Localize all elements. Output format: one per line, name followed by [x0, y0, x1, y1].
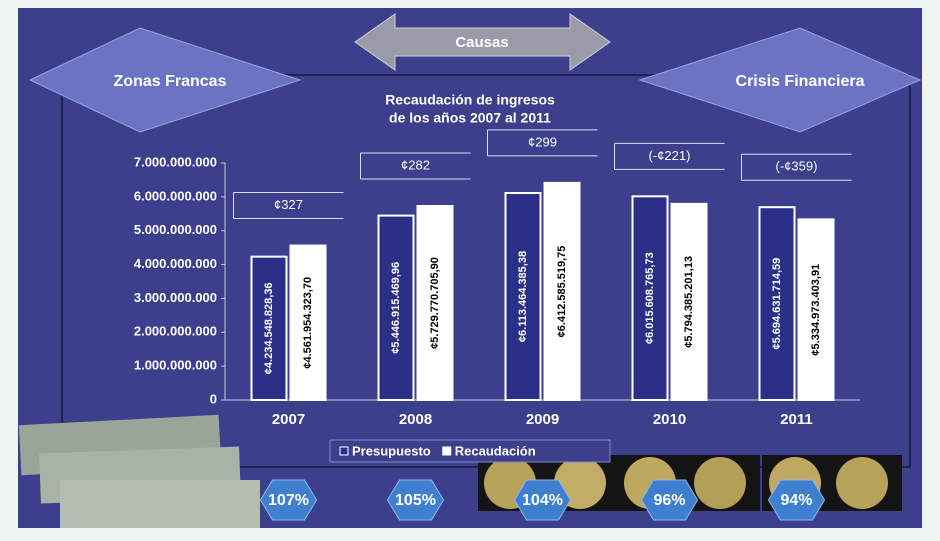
- x-tick-label: 2011: [780, 411, 813, 428]
- x-tick-label: 2008: [399, 411, 432, 428]
- value-label: ¢6.113.464.385,38: [517, 251, 529, 342]
- y-tick-label: 7.000.000.000: [134, 154, 217, 169]
- value-label: ¢5.794.385.201,13: [683, 256, 695, 348]
- y-tick-label: 3.000.000.000: [134, 290, 217, 305]
- legend-label: Presupuesto: [352, 443, 431, 458]
- x-tick-label: 2009: [526, 411, 559, 428]
- y-tick-label: 4.000.000.000: [134, 256, 217, 271]
- difference-label: ¢299: [528, 134, 557, 149]
- difference-label: ¢327: [274, 197, 303, 212]
- value-label: ¢4.561.954.323,70: [302, 277, 314, 369]
- value-label: ¢5.729.770.705,90: [429, 257, 441, 349]
- chart-title: Recaudación de ingresos: [385, 92, 555, 108]
- difference-label: (-¢221): [649, 148, 691, 163]
- y-tick-label: 1.000.000.000: [134, 358, 217, 373]
- y-tick-label: 0: [210, 391, 217, 406]
- ratio-label: 105%: [395, 492, 436, 509]
- difference-label: ¢282: [401, 157, 430, 172]
- y-tick-label: 2.000.000.000: [134, 324, 217, 339]
- slide: Zonas Francas Crisis Financiera Causas R…: [0, 0, 940, 541]
- x-tick-label: 2010: [653, 411, 686, 428]
- legend-label: Recaudación: [455, 443, 536, 458]
- value-label: ¢5.694.631.714,59: [771, 258, 783, 350]
- value-label: ¢6.412.585.519,75: [556, 246, 568, 338]
- x-tick-label: 2007: [272, 411, 305, 428]
- legend-swatch: [443, 447, 451, 455]
- y-tick-label: 6.000.000.000: [134, 188, 217, 203]
- chart-subtitle: de los años 2007 al 2011: [389, 110, 551, 126]
- left-label: Zonas Francas: [114, 73, 227, 90]
- difference-label: (-¢359): [776, 159, 818, 174]
- center-label: Causas: [455, 34, 508, 51]
- right-label: Crisis Financiera: [736, 73, 865, 90]
- value-label: ¢5.446.915.469,96: [390, 262, 402, 354]
- legend: Presupuesto Recaudación: [330, 440, 610, 462]
- ratio-label: 94%: [780, 492, 812, 509]
- page: {"chart_data": { "type": "bar", "title":…: [0, 0, 940, 541]
- value-label: ¢5.334.973.403,91: [810, 264, 822, 356]
- legend-swatch: [340, 447, 348, 455]
- ratio-label: 96%: [653, 492, 685, 509]
- y-tick-label: 5.000.000.000: [134, 222, 217, 237]
- ratio-label: 107%: [268, 492, 309, 509]
- ratio-label: 104%: [522, 492, 563, 509]
- value-label: ¢6.015.608.765,73: [644, 252, 656, 344]
- value-label: ¢4.234.548.828,36: [263, 282, 275, 374]
